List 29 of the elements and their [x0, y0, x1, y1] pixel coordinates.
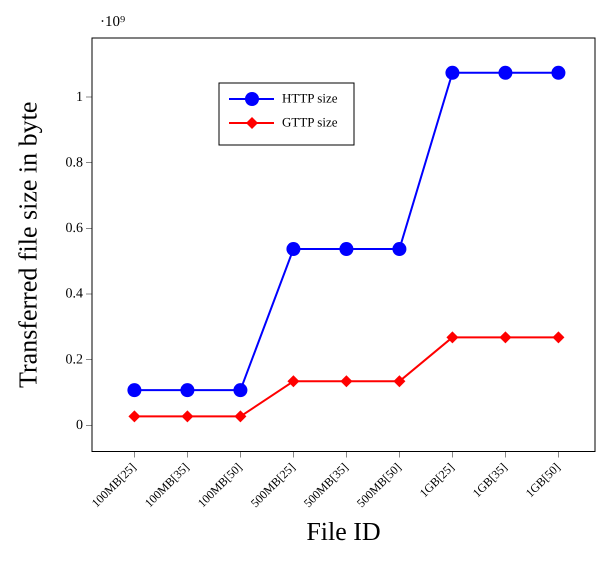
point: [181, 410, 194, 422]
point: [234, 410, 246, 422]
point: [552, 331, 564, 344]
y-tick-label: 0.4: [66, 286, 83, 302]
point: [128, 410, 140, 422]
text: ·10⁹: [100, 14, 126, 30]
legend-label: HTTP size: [282, 90, 338, 106]
y-tick-label: 0: [76, 418, 83, 433]
point: [392, 242, 406, 256]
point: [445, 66, 460, 80]
point: [498, 66, 512, 80]
point: [551, 66, 566, 80]
legend-label: GTTP size: [282, 114, 338, 130]
point: [446, 331, 458, 344]
y-tick-label: 0.2: [66, 352, 83, 368]
point: [127, 383, 142, 398]
point: [393, 375, 406, 388]
point: [339, 242, 354, 256]
point: [340, 375, 352, 388]
x-axis-title: File ID: [306, 517, 381, 546]
point: [233, 383, 248, 398]
y-tick-label: 1: [76, 90, 83, 105]
point: [286, 242, 300, 256]
y-tick-label: 0.6: [66, 221, 83, 236]
y-tick-label: 0.8: [66, 155, 83, 170]
point: [180, 383, 194, 398]
point: [499, 331, 512, 344]
y-axis-title: Transferred file size in byte: [13, 102, 42, 388]
point: [287, 375, 300, 388]
